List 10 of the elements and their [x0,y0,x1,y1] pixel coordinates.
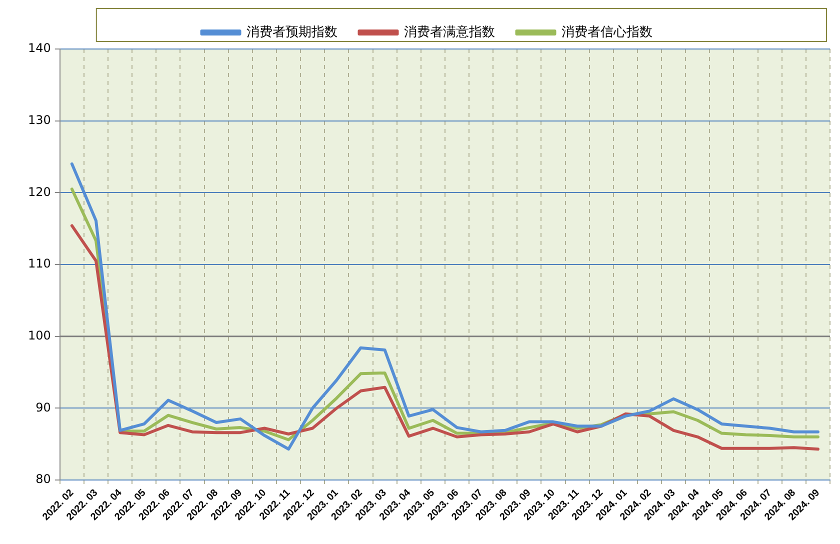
legend-label: 消费者预期指数 [246,24,338,40]
y-tick-label: 90 [36,400,51,414]
y-tick-label: 80 [36,472,51,486]
y-tick-label: 140 [28,41,51,56]
y-tick-label: 120 [28,184,51,199]
y-tick-label: 100 [28,328,51,342]
y-tick-label: 130 [28,112,51,127]
legend-label: 消费者满意指数 [404,24,495,40]
y-tick-label: 110 [28,256,51,271]
legend-label: 消费者信心指数 [561,24,652,40]
